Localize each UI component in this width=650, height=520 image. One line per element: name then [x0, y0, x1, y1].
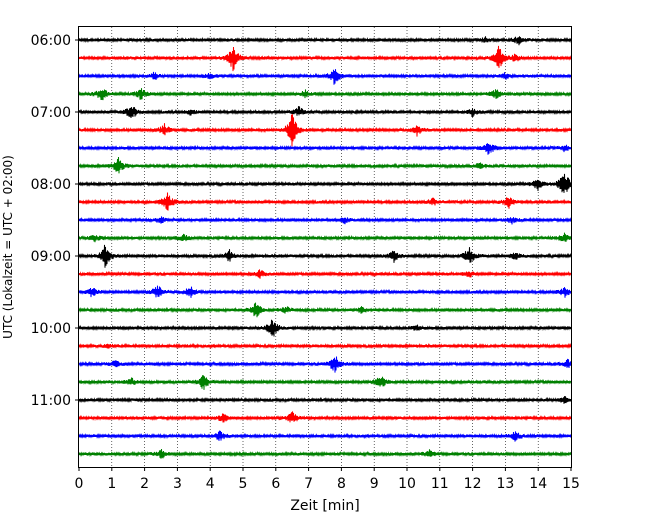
- trace-line: [78, 192, 572, 211]
- x-tick-label: 6: [271, 476, 280, 492]
- y-tick-label: 06:00: [31, 33, 71, 49]
- trace-line: [78, 244, 572, 268]
- x-tick-label: 4: [206, 476, 215, 492]
- seismic-traces: [78, 36, 572, 459]
- trace-line: [78, 36, 572, 46]
- y-tick-label: 08:00: [31, 177, 71, 193]
- trace-line: [78, 302, 572, 318]
- trace-line: [78, 319, 572, 337]
- x-axis-label: Zeit [min]: [290, 498, 359, 514]
- trace-line: [78, 396, 572, 404]
- x-tick-label: 12: [464, 476, 482, 492]
- x-axis: 0 1 2 3 4 5 6 7 8 9 10 11 12 13 14 15: [75, 467, 580, 492]
- trace-line: [78, 375, 572, 390]
- trace-line: [78, 285, 572, 298]
- trace-line: [78, 88, 572, 101]
- trace-line: [78, 269, 572, 279]
- x-tick-label: 11: [431, 476, 449, 492]
- trace-line: [78, 216, 572, 225]
- trace-line: [78, 232, 572, 243]
- y-tick-label: 09:00: [31, 249, 71, 265]
- trace-line: [78, 106, 572, 118]
- y-tick-label: 07:00: [31, 105, 71, 121]
- trace-line: [78, 173, 572, 193]
- trace-line: [78, 69, 572, 85]
- trace-line: [78, 356, 572, 373]
- y-axis-label: UTC (Lokalzeit = UTC + 02:00): [1, 155, 15, 339]
- trace-line: [78, 342, 572, 350]
- trace-line: [78, 448, 572, 459]
- plot-frame: [78, 26, 572, 468]
- x-tick-label: 9: [370, 476, 379, 492]
- x-tick-label: 2: [140, 476, 149, 492]
- trace-line: [78, 114, 572, 147]
- x-tick-label: 5: [239, 476, 248, 492]
- x-tick-label: 10: [398, 476, 416, 492]
- y-tick-label: 10:00: [31, 321, 71, 337]
- x-tick-label: 13: [496, 476, 514, 492]
- x-tick-label: 7: [304, 476, 313, 492]
- x-tick-label: 1: [107, 476, 116, 492]
- trace-line: [78, 411, 572, 423]
- y-tick-label: 11:00: [31, 393, 71, 409]
- trace-line: [78, 143, 572, 155]
- x-tick-label: 8: [337, 476, 346, 492]
- grid-lines: [111, 27, 539, 467]
- x-tick-label: 0: [75, 476, 84, 492]
- x-tick-label: 3: [173, 476, 182, 492]
- trace-line: [78, 45, 572, 72]
- x-tick-label: 15: [562, 476, 580, 492]
- trace-line: [78, 430, 572, 442]
- y-axis: 06:00 07:00 08:00 09:00 10:00 11:00: [31, 33, 79, 409]
- x-tick-label: 14: [529, 476, 547, 492]
- trace-line: [78, 156, 572, 174]
